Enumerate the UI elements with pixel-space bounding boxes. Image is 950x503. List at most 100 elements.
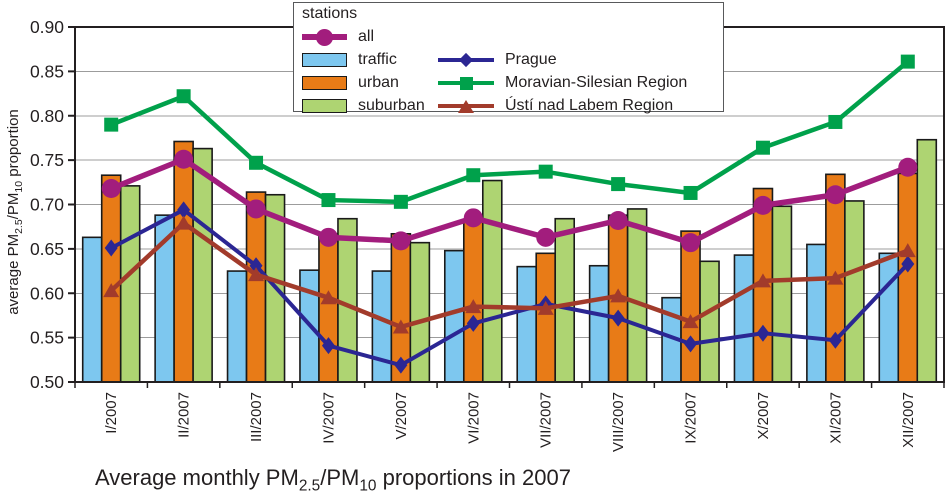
bar-traffic: [806, 243, 827, 383]
bar-urban: [680, 230, 701, 383]
square-marker: [249, 155, 264, 170]
suburban-swatch-icon: [302, 98, 347, 113]
bar-traffic: [733, 254, 755, 383]
legend-label-traffic: traffic: [358, 50, 397, 68]
circle-marker: [246, 199, 266, 219]
bar-suburban: [481, 179, 503, 383]
caption-sub1: 2.5: [298, 477, 321, 495]
y-tick-label: 0.70: [30, 195, 64, 215]
chart-caption: Average monthly PM2.5/PM10 proportions i…: [95, 465, 571, 495]
triangle-marker: [248, 267, 265, 282]
square-marker: [538, 164, 553, 179]
diamond-marker-icon: [458, 52, 474, 67]
diamond-marker: [466, 314, 480, 332]
diamond-marker: [684, 335, 698, 353]
x-tick-label: II/2007: [176, 392, 193, 438]
circle-marker: [318, 227, 338, 247]
y-tick-label: 0.55: [30, 328, 64, 348]
line-Ústí nad Labem Region: [109, 220, 909, 330]
legend-left-column: all traffic urban suburban: [302, 25, 425, 117]
diamond-marker: [901, 255, 915, 273]
bar-suburban: [916, 138, 938, 383]
diamond-marker: [828, 331, 842, 349]
circle-marker: [608, 210, 628, 230]
bar-suburban: [699, 260, 720, 383]
legend-item-usti: Ústí nad Labem Region: [438, 94, 687, 117]
triangle-marker: [175, 215, 192, 230]
y-tick-label: 0.75: [30, 150, 64, 170]
x-tick-label: V/2007: [393, 392, 410, 440]
x-tick-label: VIII/2007: [610, 392, 627, 452]
bar-suburban: [771, 205, 793, 383]
bar-suburban: [554, 217, 576, 383]
diamond-marker: [104, 239, 118, 257]
traffic-swatch-icon: [302, 52, 347, 67]
triangle-marker: [827, 270, 844, 285]
diamond-marker: [756, 324, 770, 342]
diamond-marker: [611, 309, 625, 327]
legend-title: stations: [302, 5, 358, 22]
bar-traffic: [443, 249, 465, 383]
circle-marker: [681, 233, 701, 253]
y-axis-title-text3: proportion: [5, 109, 22, 181]
line-Prague: [110, 207, 910, 368]
square-marker: [466, 168, 481, 183]
square-marker: [755, 140, 770, 155]
diamond-marker: [321, 337, 335, 355]
x-tick-label: XI/2007: [827, 392, 844, 444]
usti-line-swatch: [438, 98, 494, 114]
caption-text3: proportions in 2007: [376, 465, 571, 490]
square-marker: [828, 114, 843, 129]
legend-item-moravian: Moravian-Silesian Region: [438, 71, 687, 94]
line-all: [110, 156, 909, 246]
bar-urban: [173, 140, 194, 383]
legend-item-urban: urban: [302, 71, 425, 94]
legend-label-usti: Ústí nad Labem Region: [505, 96, 674, 114]
legend-item-all: all: [302, 25, 425, 48]
y-tick-label: 0.60: [30, 283, 64, 303]
x-tick-label: IX/2007: [683, 392, 700, 444]
legend-label-suburban: suburban: [358, 96, 425, 114]
bar-traffic: [371, 270, 393, 383]
caption-text2: /PM: [320, 465, 360, 490]
square-marker-icon: [460, 76, 473, 90]
bar-suburban: [409, 241, 431, 383]
y-axis-title-sub1: 2.5: [13, 219, 25, 234]
legend-right-column: Prague Moravian-Silesian Region Ústí nad…: [438, 48, 687, 117]
legend-label-all: all: [358, 27, 375, 45]
y-axis-title-text: average PM: [5, 233, 22, 315]
bar-traffic: [878, 252, 900, 383]
bar-suburban: [192, 147, 213, 383]
y-tick-label: 0.90: [30, 17, 64, 37]
bar-suburban: [119, 185, 141, 383]
caption-sub2: 10: [359, 477, 377, 495]
bar-urban: [100, 174, 122, 383]
bar-suburban: [626, 208, 648, 383]
bar-urban: [245, 191, 267, 383]
square-marker: [393, 194, 408, 209]
y-tick-label: 0.85: [30, 61, 64, 81]
x-tick-label: VI/2007: [465, 392, 482, 444]
bar-urban: [897, 172, 919, 383]
all-line-swatch: [302, 27, 347, 46]
triangle-marker: [537, 300, 554, 315]
circle-marker-icon: [316, 28, 333, 46]
x-tick-label: X/2007: [755, 392, 772, 440]
caption-text: Average monthly PM: [95, 465, 299, 490]
circle-marker: [391, 231, 411, 251]
circle-marker: [463, 208, 483, 228]
bar-traffic: [81, 236, 103, 383]
y-tick-label: 0.65: [30, 239, 64, 259]
triangle-marker: [103, 283, 120, 298]
triangle-marker: [682, 314, 699, 329]
legend-item-prague: Prague: [438, 48, 687, 71]
square-marker: [611, 177, 626, 192]
x-tick-label: III/2007: [248, 392, 265, 442]
y-axis-title-sub2: 10: [13, 180, 25, 193]
y-axis-title-text2: /PM: [5, 192, 22, 220]
square-marker: [176, 89, 191, 104]
moravian-line-swatch: [438, 75, 494, 91]
y-tick-label: 0.50: [30, 372, 64, 392]
